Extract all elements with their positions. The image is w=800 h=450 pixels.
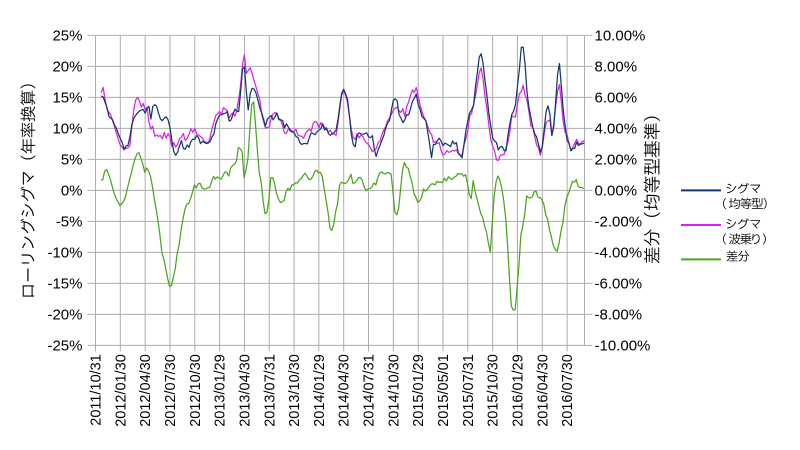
svg-text:0.00%: 0.00% [595,182,638,199]
svg-text:20%: 20% [52,58,82,75]
svg-text:2014/04/30: 2014/04/30 [337,354,353,427]
svg-text:2015/05/01: 2015/05/01 [436,354,452,427]
svg-text:2014/10/30: 2014/10/30 [386,354,402,427]
svg-text:-10%: -10% [47,244,82,261]
svg-text:2013/10/30: 2013/10/30 [287,354,303,427]
svg-text:10%: 10% [52,120,82,137]
svg-text:2016/01/29: 2016/01/29 [510,354,526,427]
svg-text:-6.00%: -6.00% [595,275,643,292]
svg-text:6.00%: 6.00% [595,89,638,106]
svg-text:2012/10/30: 2012/10/30 [188,354,204,427]
svg-text:2012/01/30: 2012/01/30 [113,354,129,427]
svg-text:15%: 15% [52,89,82,106]
svg-text:-5%: -5% [56,213,83,230]
svg-text:4.00%: 4.00% [595,120,638,137]
svg-text:2013/07/31: 2013/07/31 [262,354,278,427]
svg-text:2015/07/31: 2015/07/31 [461,354,477,427]
svg-text:2016/07/30: 2016/07/30 [560,354,576,427]
svg-text:-8.00%: -8.00% [595,306,643,323]
svg-text:5%: 5% [61,151,83,168]
svg-text:8.00%: 8.00% [595,58,638,75]
svg-text:10.00%: 10.00% [595,27,646,44]
svg-text:-10.00%: -10.00% [595,337,651,354]
svg-text:2.00%: 2.00% [595,151,638,168]
svg-text:2012/07/30: 2012/07/30 [163,354,179,427]
svg-text:-2.00%: -2.00% [595,213,643,230]
svg-text:2015/01/29: 2015/01/29 [411,354,427,427]
svg-text:-25%: -25% [47,337,82,354]
svg-text:2014/01/29: 2014/01/29 [312,354,328,427]
svg-text:2016/04/30: 2016/04/30 [535,354,551,427]
svg-text:2014/07/31: 2014/07/31 [362,354,378,427]
svg-text:2013/01/29: 2013/01/29 [213,354,229,427]
svg-text:0%: 0% [61,182,83,199]
svg-text:-4.00%: -4.00% [595,244,643,261]
svg-text:2012/04/30: 2012/04/30 [138,354,154,427]
svg-text:25%: 25% [52,27,82,44]
svg-text:2011/10/31: 2011/10/31 [89,354,105,426]
svg-text:-15%: -15% [47,275,82,292]
svg-text:-20%: -20% [47,306,82,323]
svg-text:2015/10/30: 2015/10/30 [486,354,502,427]
svg-text:2013/04/30: 2013/04/30 [237,354,253,427]
